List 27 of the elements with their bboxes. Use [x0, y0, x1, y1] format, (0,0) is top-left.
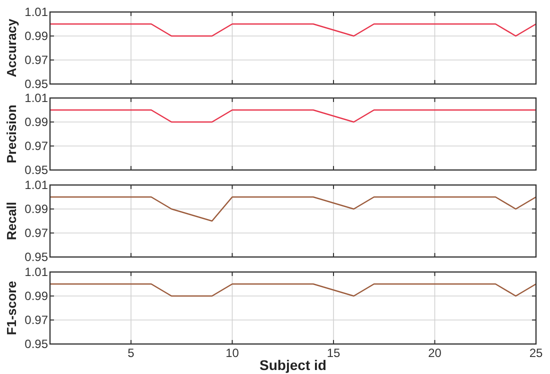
x-tick-label: 15	[326, 346, 340, 360]
y-axis-title: Recall	[4, 202, 19, 240]
y-tick-label: 0.99	[24, 29, 48, 43]
y-tick-label: 1.01	[24, 178, 48, 192]
y-tick-label: 1.01	[24, 5, 48, 19]
y-tick-label: 0.95	[24, 250, 48, 264]
y-tick-label: 0.95	[24, 337, 48, 351]
x-tick-label: 10	[226, 346, 240, 360]
x-tick-label: 20	[428, 346, 442, 360]
y-axis-title: F1-score	[4, 280, 19, 336]
x-axis-title: Subject id	[260, 357, 326, 373]
x-tick-label: 25	[529, 346, 543, 360]
y-tick-label: 0.99	[24, 289, 48, 303]
y-tick-label: 0.95	[24, 163, 48, 177]
y-tick-label: 0.97	[24, 139, 48, 153]
y-tick-label: 1.01	[24, 91, 48, 105]
y-axis-title: Precision	[4, 104, 19, 164]
y-axis-title: Accuracy	[4, 18, 19, 78]
y-tick-label: 0.99	[24, 115, 48, 129]
y-tick-label: 0.97	[24, 313, 48, 327]
y-tick-label: 0.99	[24, 202, 48, 216]
y-tick-label: 1.01	[24, 265, 48, 279]
y-tick-label: 0.95	[24, 77, 48, 91]
line-series	[49, 196, 537, 222]
y-tick-label: 0.97	[24, 226, 48, 240]
x-tick-label: 5	[128, 346, 135, 360]
y-tick-label: 0.97	[24, 53, 48, 67]
